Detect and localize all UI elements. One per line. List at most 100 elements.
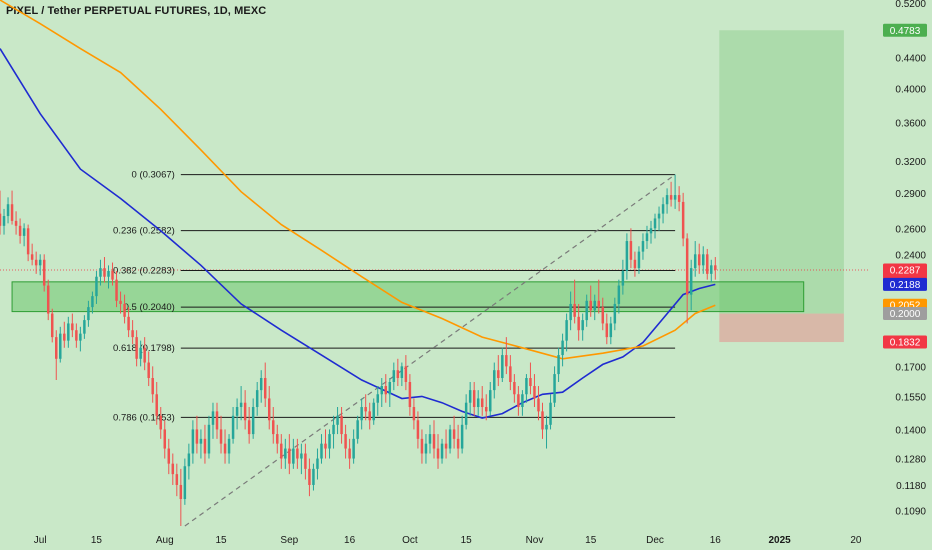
candle [392, 362, 396, 391]
candle-body [533, 386, 536, 399]
candle-body [617, 285, 621, 304]
candle-body [480, 398, 484, 408]
candle-body [115, 279, 118, 301]
candle [183, 458, 187, 505]
candle-body [565, 320, 568, 341]
fibonacci-retracement[interactable]: 0 (0.3067) 0.236 (0.2582) 0.382 (0.2283) 0.… [113, 170, 676, 527]
candle-body [191, 429, 195, 454]
candle [480, 386, 484, 416]
candle [243, 390, 247, 430]
candle-body [71, 323, 74, 331]
candle [71, 313, 74, 338]
candle [50, 308, 54, 343]
candle [476, 390, 480, 416]
candle [472, 382, 476, 416]
candle-body [388, 382, 392, 395]
candle [408, 374, 412, 416]
candle [460, 415, 464, 454]
candle-body [657, 213, 661, 219]
candle [231, 407, 235, 444]
candle-body [629, 241, 633, 260]
candle [561, 333, 564, 367]
candle [187, 443, 191, 480]
candle-body [392, 370, 396, 383]
candle [545, 415, 548, 449]
candle-body [521, 394, 524, 408]
candle-body [195, 429, 199, 444]
candle [432, 420, 436, 459]
candle-body [669, 195, 673, 200]
y-tick-label: 0.2400 [895, 250, 926, 261]
candle [107, 265, 110, 289]
candle-body [549, 402, 552, 425]
candle-body [288, 448, 291, 464]
candle-body [50, 313, 54, 338]
candle-body [372, 402, 375, 421]
candle-body [661, 204, 665, 214]
candle-body [235, 407, 239, 416]
candle [328, 429, 331, 459]
candle-body [376, 394, 379, 403]
candle-body [436, 448, 440, 459]
candle-body [139, 347, 142, 359]
y-tick-label: 0.3200 [895, 157, 926, 168]
candle [549, 394, 552, 430]
candle-body [215, 411, 219, 430]
x-tick-label: 15 [91, 535, 103, 546]
candle [0, 190, 2, 235]
candle-body [577, 316, 580, 331]
candle-body [151, 378, 154, 395]
candle-body [263, 378, 267, 399]
y-tick-label: 0.5200 [895, 0, 926, 10]
candle-body [689, 268, 693, 295]
candle-body [127, 316, 130, 331]
candle [171, 453, 175, 485]
candle-body [360, 407, 363, 421]
moving-average-fast [0, 48, 716, 419]
candle [67, 316, 70, 348]
y-tick-label: 0.4000 [895, 84, 926, 95]
moving-averages [0, 0, 716, 419]
candle-body [30, 254, 34, 260]
candle [356, 415, 359, 444]
candle-body [541, 411, 544, 430]
candle-body [10, 204, 14, 221]
candle-body [468, 390, 472, 403]
candle-body [589, 300, 592, 311]
candle-body [304, 453, 307, 469]
moving-average-slow [0, 0, 716, 360]
candle-body [316, 458, 319, 469]
candle [255, 382, 259, 416]
candle [541, 402, 544, 439]
candle [336, 407, 339, 435]
x-tick-label: 15 [585, 535, 597, 546]
candle [163, 420, 167, 459]
candle-body [476, 398, 480, 408]
candle [384, 374, 388, 403]
x-tick-label: 15 [461, 535, 473, 546]
candle [677, 186, 681, 212]
candle-body [203, 438, 207, 454]
y-tick-label: 0.1550 [895, 392, 926, 403]
candle [444, 429, 448, 459]
candle [697, 243, 701, 274]
candle [143, 337, 146, 371]
candle [219, 415, 223, 454]
fib-level-label: 0.5 (0.2040) [124, 302, 175, 313]
candle-body [665, 195, 669, 205]
candle-body [593, 300, 596, 311]
candle [404, 355, 408, 391]
candle-body [525, 378, 528, 395]
candle [533, 374, 536, 408]
candle [637, 246, 641, 274]
candle [714, 257, 717, 280]
candle-body [259, 378, 263, 391]
candle [621, 259, 625, 295]
candle-body [179, 484, 183, 500]
candle [276, 424, 279, 454]
candle-body [537, 398, 540, 412]
candle-body [320, 443, 323, 459]
axes: 0.5200 0.4400 0.4000 0.3600 0.3200 0.2900 0.26… [34, 0, 927, 546]
candle-body [219, 429, 223, 444]
